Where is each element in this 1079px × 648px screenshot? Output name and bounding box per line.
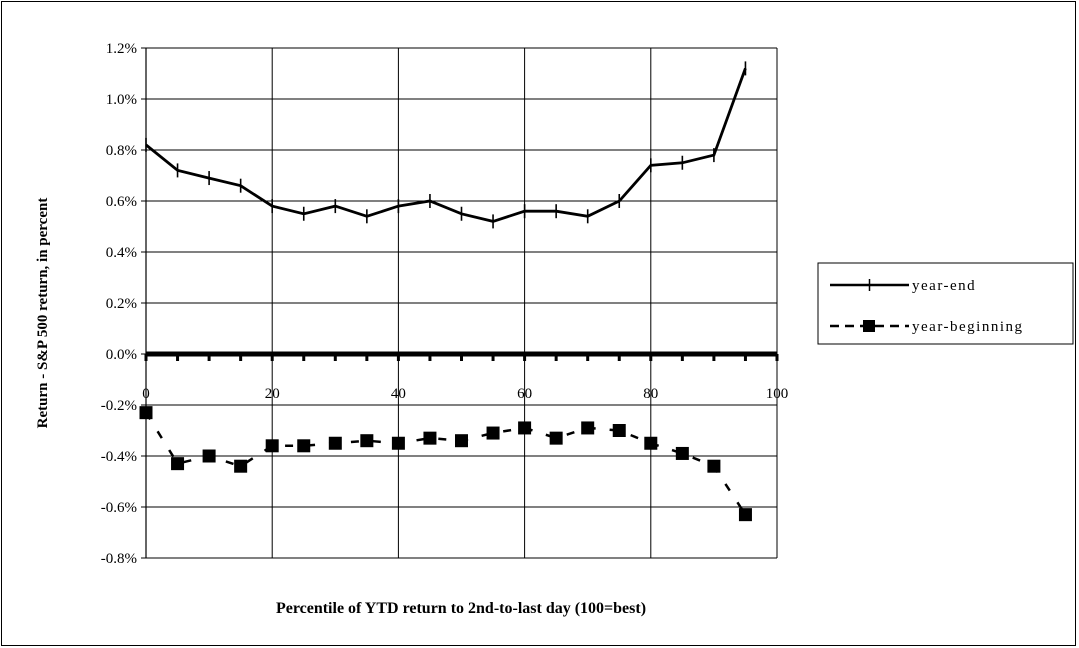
x-axis-label: Percentile of YTD return to 2nd-to-last … (276, 600, 646, 617)
data-point (455, 434, 468, 448)
legend-label-year-end: year-end (912, 278, 976, 294)
legend-item-year-beginning: year-beginning (830, 319, 1024, 335)
data-point (486, 426, 500, 440)
y-tick-label: -0.4% (101, 449, 137, 465)
x-tick-label: 100 (766, 386, 789, 402)
y-tick-label: 0.0% (106, 347, 137, 363)
data-point (391, 436, 405, 450)
data-point (171, 457, 185, 471)
legend-item-year-end: year-end (830, 278, 976, 294)
data-point (297, 439, 311, 453)
data-point (423, 431, 437, 445)
data-point (675, 446, 689, 460)
data-point (265, 439, 279, 453)
tick-labels: -0.8% -0.6% -0.4% -0.2% 0.0% 0.2% 0.4% 0.6% 0.8%… (101, 41, 789, 567)
y-tick-label: -0.2% (101, 398, 137, 414)
gridlines (145, 47, 778, 559)
y-tick-label: 0.6% (106, 194, 137, 210)
legend-marker-year-beginning (863, 320, 875, 332)
legend-label-year-beginning: year-beginning (912, 319, 1024, 335)
y-tick-label: -0.6% (101, 500, 137, 516)
data-point (518, 421, 532, 435)
data-point (202, 449, 216, 463)
data-point (328, 436, 342, 450)
x-tick-label: 20 (265, 386, 280, 402)
legend-box (817, 262, 1074, 345)
y-tick-label: 1.0% (106, 92, 137, 108)
series-year-end (145, 61, 747, 229)
data-point (234, 459, 248, 473)
y-tick-label: -0.8% (101, 551, 137, 567)
legend: year-end year-beginning (817, 262, 1074, 345)
series-line-year-beginning (144, 411, 747, 516)
y-tick-label: 0.4% (106, 245, 137, 261)
y-tick-label: 0.2% (106, 296, 137, 312)
data-point (139, 406, 153, 420)
data-point (738, 508, 752, 522)
series-year-beginning (139, 406, 752, 522)
x-tick-label: 60 (517, 386, 532, 402)
series-layer (139, 61, 752, 522)
y-tick-label: 0.8% (106, 143, 137, 159)
data-point (707, 459, 721, 473)
series-line-year-end (145, 67, 747, 223)
data-point (549, 431, 563, 445)
x-tick-label: 40 (391, 386, 406, 402)
data-point (360, 434, 374, 448)
y-tick-label: 1.2% (106, 41, 137, 57)
data-point (644, 436, 658, 450)
axes (141, 47, 779, 559)
x-tick-label: 80 (643, 386, 658, 402)
data-point (612, 424, 626, 437)
data-point (581, 421, 595, 435)
y-axis-label: Return - S&P 500 return, in percent (35, 198, 51, 429)
x-tick-label: 0 (142, 386, 150, 402)
